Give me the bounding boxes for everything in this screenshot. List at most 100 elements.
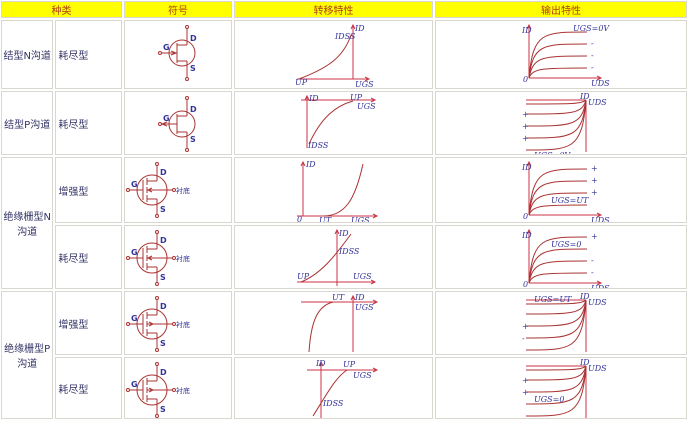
table-row: 耗尽型 G D S 衬底 ID IDSS UP UGS + UGS=0 - - ID 0 UDS [1, 225, 687, 289]
ut-label: UT [332, 293, 345, 302]
symbol-diagram: G D S 衬底 [125, 162, 190, 218]
substrate-label: 衬底 [176, 186, 190, 195]
axis-arrow-icon [350, 294, 356, 301]
table-row: 耗尽型 G D S 衬底 ID UP UGS IDSS + + UGS=0 ID UDS [1, 357, 687, 419]
output-curve [525, 99, 587, 105]
output-curve [525, 365, 587, 371]
id-label: ID [521, 163, 532, 172]
fet-mode: 耗尽型 [55, 20, 122, 89]
ut-label: UT [319, 216, 332, 222]
axis-arrow-icon [526, 23, 532, 30]
output-curve [528, 236, 587, 284]
gate-label: G [131, 248, 138, 257]
fet-mode: 耗尽型 [55, 225, 122, 289]
curve-sign-label: + [522, 376, 529, 385]
idss-label: IDSS [322, 399, 344, 408]
axis-arrow-icon [370, 279, 377, 285]
gate-terminal [125, 256, 130, 260]
source-terminal [154, 414, 159, 418]
output-characteristic: UGS=0V - - - ID 0 UDS [521, 23, 610, 88]
ugs-label: UGS [357, 102, 376, 111]
fet-mode: 耗尽型 [55, 357, 122, 419]
transfer-characteristic-cell: ID IDSS UP UGS [233, 20, 433, 89]
ugs-label: UGS [353, 272, 372, 281]
source-label: S [160, 405, 166, 414]
output-curve [528, 31, 587, 79]
transfer-characteristic: ID UP UGS IDSS [306, 359, 379, 418]
curve-sign-label: + [591, 188, 598, 197]
id-label: ID [305, 160, 316, 169]
source-terminal [154, 348, 159, 352]
curve-sign-label: + [591, 232, 598, 241]
drain-terminal [184, 25, 189, 29]
symbol-diagram: G D S 衬底 [125, 230, 190, 286]
output-curve [528, 204, 587, 216]
transfer-curve [300, 233, 352, 283]
curve-sign-label: - [591, 268, 594, 277]
transfer-curve [298, 34, 352, 80]
fet-category: 绝缘栅型P沟道 [1, 291, 54, 419]
axis-arrow-icon [596, 75, 603, 81]
table-row: 绝缘栅型P沟道 增强型 G D S 衬底 UT ID UGS UGS=UT + - ID UDS [1, 291, 687, 419]
gate-label: G [131, 180, 138, 189]
uds-label: UDS [591, 216, 610, 222]
transfer-characteristic-cell: ID IDSS UP UGS [233, 225, 433, 289]
table-row: 结型N沟道 耗尽型 G D S ID IDSS UP UGS UGS=0V - - - ID 0 UDS [1, 20, 687, 89]
origin-label: 0 [523, 212, 528, 221]
fet-mode: 耗尽型 [55, 91, 122, 155]
substrate-terminal [171, 188, 176, 192]
id-label: ID [315, 359, 326, 368]
up-label: UP [295, 78, 308, 87]
substrate-arrow-icon [146, 255, 153, 261]
table-row: 绝缘栅型N沟道 增强型 G D S 衬底 ID 0 UT UGS + + + UGS=UT ID 0 UDS [1, 157, 687, 289]
fet-mode: 增强型 [55, 157, 122, 223]
output-curve [528, 248, 587, 284]
substrate-label: 衬底 [176, 320, 190, 329]
curve-sign-label: + [522, 388, 529, 397]
transfer-characteristic-cell: UT ID UGS [233, 291, 433, 355]
symbol-diagram-cell: G D S 衬底 [123, 225, 232, 289]
output-curve [525, 365, 587, 381]
ugs-label: UGS [355, 303, 374, 312]
uds-label: UDS [588, 98, 607, 107]
drain-terminal [184, 96, 189, 100]
drain-label: D [160, 236, 167, 245]
output-curve [525, 365, 587, 393]
symbol-diagram-cell: G D S 衬底 [123, 357, 232, 419]
transfer-curve [322, 163, 364, 217]
drain-label: D [190, 34, 197, 43]
curve-sign-label: + [522, 322, 529, 331]
ugs-curve-label: UGS=0V [573, 24, 610, 33]
header-transfer: 转移特性 [233, 1, 433, 18]
uds-label: UDS [588, 364, 607, 373]
output-characteristic-cell: UGS=0V - - - ID 0 UDS [434, 20, 687, 89]
curve-sign-label: + [522, 122, 529, 131]
output-curve [525, 299, 587, 327]
symbol-diagram: G D S [157, 96, 197, 152]
header-output: 输出特性 [434, 1, 687, 18]
source-terminal [154, 282, 159, 286]
transfer-characteristic: ID 0 UT UGS [296, 160, 379, 222]
source-label: S [190, 135, 196, 144]
drain-label: D [160, 368, 167, 377]
substrate-arrow-icon [148, 321, 155, 327]
curve-sign-label: - [591, 39, 594, 48]
id-label: ID [579, 92, 590, 101]
id-label: ID [354, 293, 365, 302]
source-terminal [184, 77, 189, 81]
id-label: ID [579, 292, 590, 301]
transfer-curve [308, 301, 334, 353]
source-terminal [184, 148, 189, 152]
axis-arrow-icon [526, 228, 532, 235]
up-label: UP [297, 272, 310, 281]
up-label: UP [343, 360, 356, 369]
gate-arrow-icon [160, 121, 168, 127]
axis-arrow-icon [304, 94, 310, 101]
output-curve [528, 272, 587, 284]
gate-label: G [131, 314, 138, 323]
axis-arrow-icon [334, 228, 340, 235]
